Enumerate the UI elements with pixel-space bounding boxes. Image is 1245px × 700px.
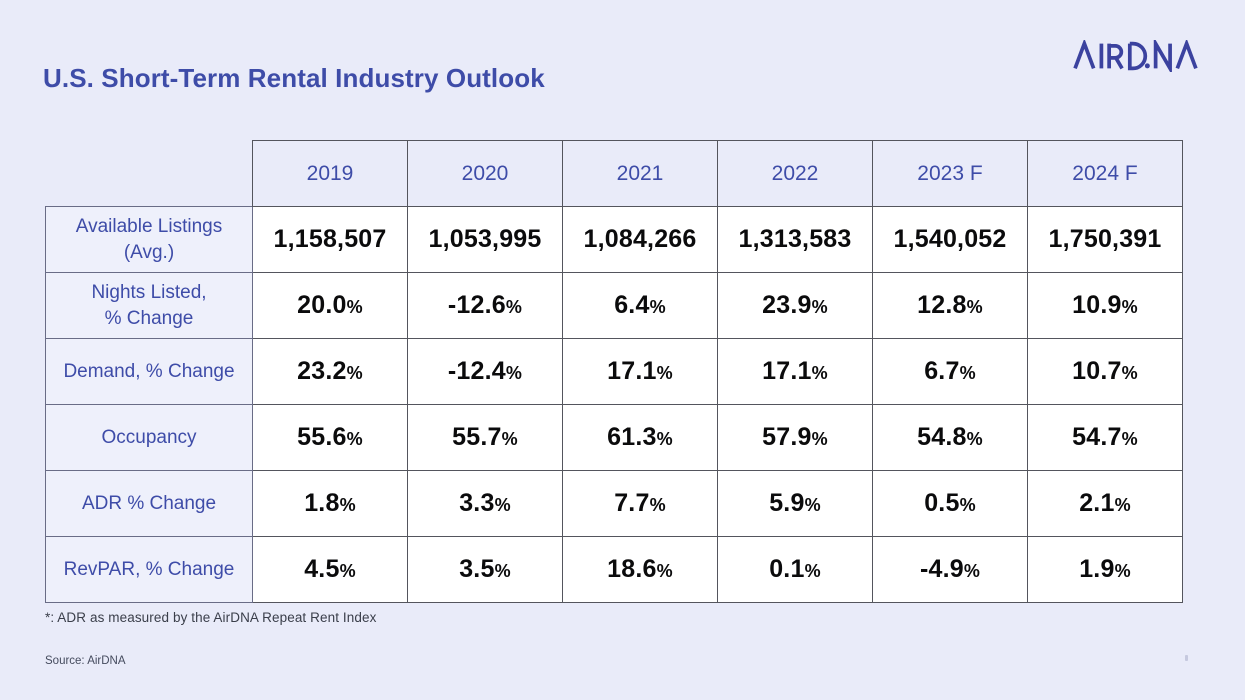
stray-mark: [1185, 655, 1188, 661]
table-row-nights-listed: Nights Listed, % Change 20.0% -12.6% 6.4…: [45, 272, 1183, 339]
row-label: Occupancy: [45, 404, 253, 471]
value-cell: 6.4%: [562, 272, 718, 339]
value-cell: -4.9%: [872, 536, 1028, 603]
value-cell: 1,084,266: [562, 206, 718, 273]
value-cell: 54.8%: [872, 404, 1028, 471]
airdna-logo: AIRDNA: [1073, 40, 1199, 72]
value-cell: 4.5%: [252, 536, 408, 603]
row-label: Nights Listed, % Change: [45, 272, 253, 339]
value-cell: 10.9%: [1027, 272, 1183, 339]
corner-cell: [46, 141, 253, 207]
page-title: U.S. Short-Term Rental Industry Outlook: [43, 63, 545, 94]
value-cell: 1,158,507: [252, 206, 408, 273]
outlook-table: 2019 2020 2021 2022 2023 F 2024 F Availa…: [45, 140, 1183, 603]
value-cell: -12.4%: [407, 338, 563, 405]
column-header-2021: 2021: [562, 140, 718, 207]
value-cell: 12.8%: [872, 272, 1028, 339]
value-cell: 1.9%: [1027, 536, 1183, 603]
value-cell: 20.0%: [252, 272, 408, 339]
value-cell: 17.1%: [562, 338, 718, 405]
table-row-adr: ADR % Change 1.8% 3.3% 7.7% 5.9% 0.5% 2.…: [45, 470, 1183, 537]
value-cell: 17.1%: [717, 338, 873, 405]
row-label: Demand, % Change: [45, 338, 253, 405]
value-cell: 61.3%: [562, 404, 718, 471]
adr-footnote: *: ADR as measured by the AirDNA Repeat …: [45, 610, 377, 625]
value-cell: 1,750,391: [1027, 206, 1183, 273]
value-cell: 23.2%: [252, 338, 408, 405]
value-cell: 57.9%: [717, 404, 873, 471]
table-row-available-listings: Available Listings (Avg.) 1,158,507 1,05…: [45, 206, 1183, 273]
source-note: Source: AirDNA: [45, 655, 126, 667]
value-cell: 3.5%: [407, 536, 563, 603]
row-label: Available Listings (Avg.): [45, 206, 253, 273]
value-cell: 5.9%: [717, 470, 873, 537]
value-cell: 10.7%: [1027, 338, 1183, 405]
column-header-2022: 2022: [717, 140, 873, 207]
value-cell: 3.3%: [407, 470, 563, 537]
column-header-2020: 2020: [407, 140, 563, 207]
table-row-demand: Demand, % Change 23.2% -12.4% 17.1% 17.1…: [45, 338, 1183, 405]
value-cell: 1,313,583: [717, 206, 873, 273]
value-cell: 54.7%: [1027, 404, 1183, 471]
value-cell: 23.9%: [717, 272, 873, 339]
value-cell: 18.6%: [562, 536, 718, 603]
row-label: RevPAR, % Change: [45, 536, 253, 603]
value-cell: 6.7%: [872, 338, 1028, 405]
value-cell: -12.6%: [407, 272, 563, 339]
table-row-occupancy: Occupancy 55.6% 55.7% 61.3% 57.9% 54.8% …: [45, 404, 1183, 471]
value-cell: 55.6%: [252, 404, 408, 471]
table-header-row: 2019 2020 2021 2022 2023 F 2024 F: [46, 140, 1183, 207]
column-header-2019: 2019: [252, 140, 408, 207]
table-row-revpar: RevPAR, % Change 4.5% 3.5% 18.6% 0.1% -4…: [45, 536, 1183, 603]
column-header-2024f: 2024 F: [1027, 140, 1183, 207]
value-cell: 0.5%: [872, 470, 1028, 537]
airdna-logo-icon: [1073, 40, 1198, 72]
value-cell: 0.1%: [717, 536, 873, 603]
column-header-2023f: 2023 F: [872, 140, 1028, 207]
value-cell: 1,053,995: [407, 206, 563, 273]
value-cell: 1,540,052: [872, 206, 1028, 273]
row-label: ADR % Change: [45, 470, 253, 537]
value-cell: 55.7%: [407, 404, 563, 471]
value-cell: 7.7%: [562, 470, 718, 537]
value-cell: 2.1%: [1027, 470, 1183, 537]
value-cell: 1.8%: [252, 470, 408, 537]
